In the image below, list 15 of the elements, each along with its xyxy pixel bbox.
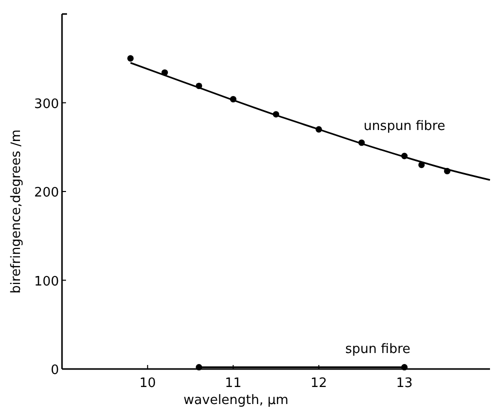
- y-tick-label: 100: [34, 274, 59, 290]
- point: [127, 55, 134, 62]
- point: [401, 364, 408, 370]
- x-tick-label: 10: [139, 376, 156, 391]
- x-tick-label: 11: [224, 376, 242, 391]
- x-tick-label: 13: [396, 376, 413, 391]
- x-tick-label: 12: [310, 376, 328, 391]
- y-tick-label: 300: [34, 96, 59, 112]
- series-label: spun fibre: [345, 342, 410, 358]
- series-label: unspun fibre: [364, 119, 446, 134]
- x-axis-title: wavelength, μm: [184, 393, 288, 407]
- y-tick-label: 0: [50, 363, 59, 378]
- y-tick-label: 200: [34, 186, 59, 200]
- point: [196, 364, 202, 370]
- y-axis-title: birefringence,degrees /m: [9, 130, 24, 294]
